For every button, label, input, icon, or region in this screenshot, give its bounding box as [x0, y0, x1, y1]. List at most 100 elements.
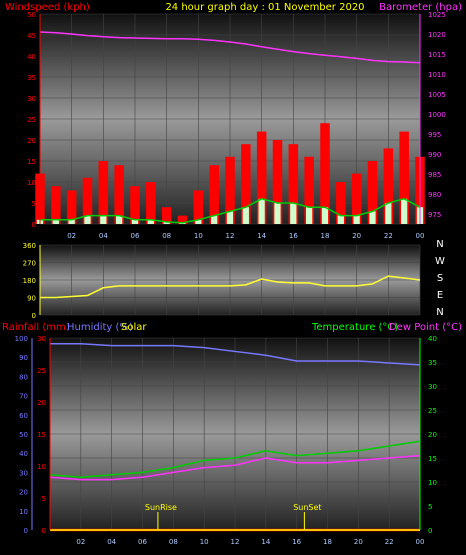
gust-bar — [256, 131, 267, 224]
average-bar — [195, 219, 202, 224]
y-tick-label: 40 — [27, 53, 36, 61]
gust-bar — [193, 190, 204, 224]
y2-tick-label: 995 — [428, 131, 441, 139]
x-tick-label: 20 — [354, 538, 363, 546]
temp-tick-label: 25 — [428, 407, 437, 415]
temp-tick-label: 30 — [428, 383, 437, 391]
x-tick-label: 12 — [226, 232, 235, 240]
y-tick-label: 20 — [27, 137, 36, 145]
y-tick-label: 270 — [23, 260, 36, 268]
humidity-tick-label: 40 — [19, 450, 28, 458]
wind-direction-line — [40, 275, 421, 299]
y2-tick-label: 1005 — [428, 91, 446, 99]
gust-bar — [146, 182, 156, 224]
humidity-line — [50, 343, 421, 366]
rain-tick-label: 0 — [42, 527, 46, 535]
average-bar — [353, 215, 360, 224]
y2-tick-label: 990 — [428, 151, 441, 159]
humidity-tick-label: 30 — [19, 469, 28, 477]
average-bar — [163, 221, 170, 224]
x-tick-label: 18 — [323, 538, 332, 546]
average-bar — [274, 203, 281, 224]
gust-bar — [288, 144, 299, 224]
y-tick-label: 30 — [27, 95, 36, 103]
average-bar — [306, 207, 313, 224]
average-bar — [68, 219, 75, 224]
y-tick-label: 25 — [27, 116, 36, 124]
y-axis-label-rainfall: Rainfall (mm) — [2, 322, 70, 333]
y-axis-label-solar: Solar — [121, 322, 147, 333]
average-bar — [226, 211, 234, 224]
rain-tick-label: 20 — [37, 399, 46, 407]
rain-tick-label: 5 — [42, 495, 46, 503]
average-bar — [147, 219, 154, 224]
humidity-tick-label: 90 — [19, 354, 28, 362]
x-tick-label: 02 — [67, 232, 76, 240]
y-tick-label: 10 — [27, 179, 36, 187]
gust-bar — [130, 186, 140, 224]
gust-bar — [367, 161, 378, 224]
x-tick-label: 12 — [231, 538, 240, 546]
y-axis-label-dewpoint: Dew Point (°C) — [389, 322, 462, 333]
temp-tick-label: 40 — [428, 335, 437, 343]
humidity-tick-label: 80 — [19, 373, 28, 381]
rain-tick-label: 25 — [37, 367, 46, 375]
y-tick-label: 0 — [32, 221, 36, 229]
y-tick-label: 35 — [27, 74, 36, 82]
x-tick-label: 08 — [162, 232, 171, 240]
x-tick-label: 00 — [416, 538, 425, 546]
y-tick-label: 90 — [27, 295, 36, 303]
gust-bar — [225, 156, 235, 224]
gust-bar — [272, 140, 283, 224]
x-tick-label: 04 — [107, 538, 116, 546]
humidity-tick-label: 0 — [24, 527, 28, 535]
x-tick-label: 18 — [321, 232, 330, 240]
humidity-tick-label: 100 — [15, 335, 28, 343]
average-bar — [100, 215, 107, 224]
x-tick-label: 08 — [169, 538, 178, 546]
y2-tick-label: 1025 — [428, 11, 446, 19]
rain-tick-label: 10 — [37, 463, 46, 471]
rain-tick-label: 30 — [37, 335, 46, 343]
x-tick-label: 06 — [138, 538, 147, 546]
y2-tick-label: 1015 — [428, 51, 446, 59]
average-bar — [211, 215, 218, 224]
gust-bar — [82, 177, 93, 224]
y-tick-label: 360 — [23, 242, 36, 250]
compass-label: N — [436, 239, 443, 250]
y-axis-label-temperature: Temperature (°C) — [311, 322, 398, 333]
annotation-label: SunSet — [293, 503, 321, 512]
gust-bar — [51, 186, 61, 224]
average-bar — [258, 198, 265, 224]
x-tick-label: 00 — [416, 232, 425, 240]
x-tick-label: 02 — [76, 538, 85, 546]
average-bar — [337, 215, 344, 224]
x-tick-label: 14 — [261, 538, 270, 546]
rain-tick-label: 15 — [37, 431, 46, 439]
y-tick-label: 5 — [32, 200, 36, 208]
x-tick-label: 04 — [99, 232, 108, 240]
compass-label: W — [435, 256, 445, 267]
humidity-tick-label: 60 — [19, 412, 28, 420]
temperature-humidity-panel: SunRise SunSet 01020304050607080901000510… — [15, 335, 437, 546]
x-tick-label: 22 — [385, 538, 394, 546]
x-tick-label: 10 — [200, 538, 209, 546]
temp-tick-label: 5 — [428, 503, 432, 511]
y2-tick-label: 980 — [428, 191, 441, 199]
average-bar — [131, 219, 139, 224]
average-bar — [369, 211, 376, 224]
gust-bar — [66, 190, 77, 224]
temperature-line — [49, 440, 421, 478]
y-tick-label: 50 — [27, 11, 36, 19]
y-tick-label: 15 — [27, 158, 36, 166]
gust-bar — [336, 182, 346, 224]
gust-bar — [177, 215, 188, 224]
annotation-label: SunRise — [145, 503, 177, 512]
gust-bar — [114, 165, 124, 224]
y-axis-label-humidity: Humidity (%) — [67, 322, 133, 333]
temp-tick-label: 0 — [428, 527, 432, 535]
compass-label: N — [436, 307, 443, 318]
